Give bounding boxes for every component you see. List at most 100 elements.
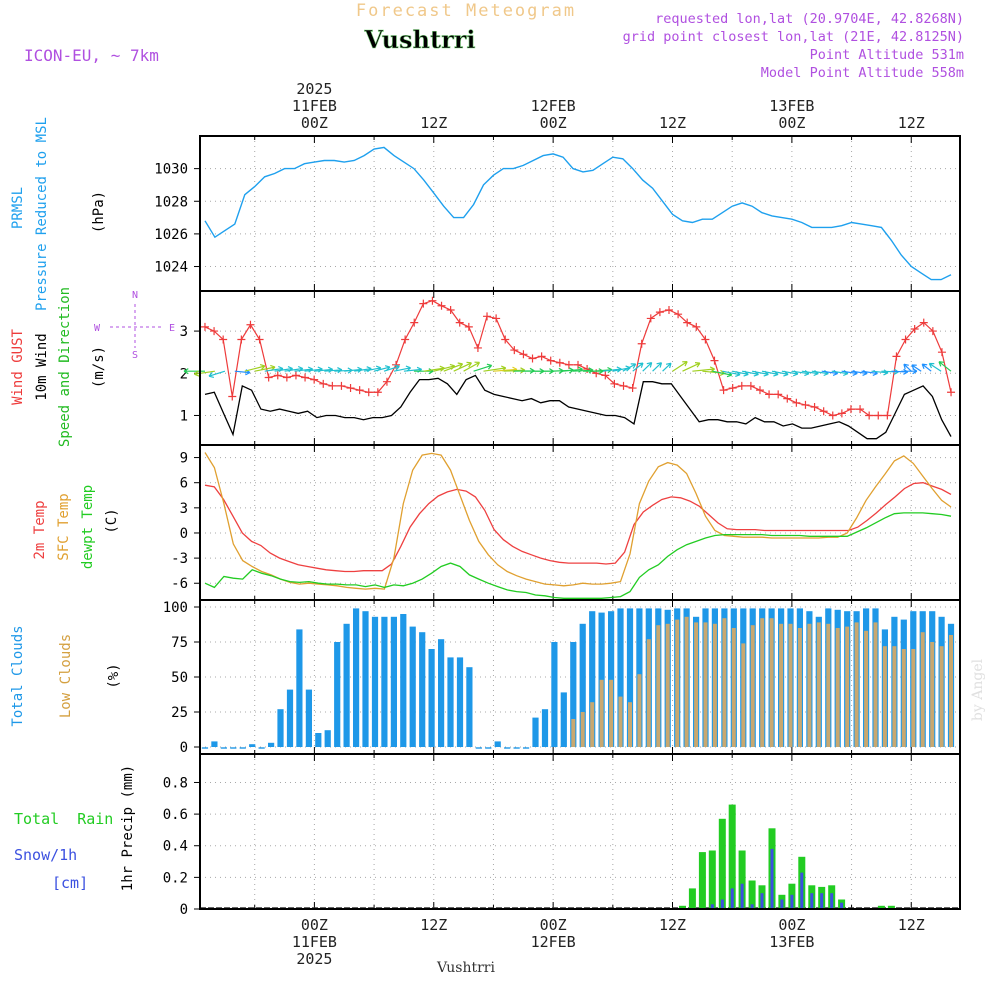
low-cloud-bar [845, 626, 850, 747]
clouds-ytick-label: 75 [171, 635, 188, 651]
wind-direction-arrow [672, 361, 688, 372]
snow-bars [710, 848, 844, 909]
wind-gust-point [710, 356, 719, 365]
wind-gust-point [601, 371, 610, 380]
low-cloud-bar [807, 623, 812, 747]
total-cloud-bar [447, 657, 454, 747]
precip-panel: 0 0.2 0.4 0.6 0.8 [163, 754, 960, 918]
wind-gust-line [204, 300, 952, 417]
bottom-time-label: 00Z [301, 916, 328, 934]
snow-bar [790, 894, 794, 909]
wind-direction-arrow [354, 366, 372, 373]
snow-bar [820, 893, 824, 909]
total-cloud-bar [456, 657, 464, 747]
wind-direction-arrow [903, 363, 912, 372]
snow-bar [800, 872, 804, 909]
wind-panel: 1 2 3 [180, 291, 960, 445]
wind-gust-point [774, 390, 783, 399]
bottom-time-label: 12Z [420, 916, 447, 934]
wind-direction-arrow [453, 361, 472, 372]
temp-2m-line [204, 482, 952, 573]
wind-gust-point [546, 356, 555, 365]
precip-ytick-label: 0.4 [163, 839, 188, 855]
temp-ytick-label: -6 [171, 576, 188, 592]
precip-ytick-label: 0.8 [163, 775, 188, 791]
wind-panel-labels: Wind GUST 10m Wind Speed and Direction (… [10, 287, 175, 447]
wind-direction-arrow [938, 361, 952, 372]
wind-direction-arrow [642, 362, 653, 372]
wind-gust-point [301, 373, 310, 382]
pressure-panel: 1024 1026 1028 1030 [154, 136, 960, 291]
top-time-label: 12FEB [531, 97, 576, 115]
low-cloud-bar [675, 619, 680, 747]
model-label: ICON-EU, ~ 7km [24, 46, 159, 65]
wind-gust-point [664, 305, 673, 314]
wind-direction-arrow [921, 363, 932, 372]
low-cloud-bar [637, 674, 642, 747]
wind-direction-arrow [652, 362, 663, 372]
rain-bar [877, 905, 885, 909]
wind-direction-arrow [463, 361, 481, 372]
total-cloud-bar [438, 639, 445, 747]
top-time-label: 12Z [659, 114, 686, 132]
clouds-ytick-label: 25 [171, 705, 188, 721]
wind-gust-point [464, 322, 473, 331]
wind-gust-point [328, 381, 337, 390]
total-cloud-bar [428, 649, 435, 747]
temp-ytick-label: 9 [180, 451, 188, 467]
rain-bar [748, 880, 756, 909]
snow-unit-label: [cm] [52, 874, 88, 892]
wind-gust-point [564, 360, 573, 369]
low-cloud-bar [920, 632, 925, 747]
total-cloud-bar [371, 616, 379, 747]
wind-gust-point [219, 335, 228, 344]
low-cloud-bar [646, 639, 651, 747]
wind-gust-point [419, 299, 428, 308]
low-cloud-bar [949, 635, 953, 747]
total-rain-label: Total Rain [14, 810, 113, 828]
rain-bar [708, 850, 716, 909]
low-cloud-bar [722, 618, 727, 747]
wind-gust-point [683, 318, 692, 327]
wind-gust-point [455, 318, 464, 327]
total-cloud-bar [570, 642, 577, 747]
total-cloud-bar [286, 689, 294, 747]
clouds-ytick-label: 0 [180, 740, 188, 756]
top-time-label: 11FEB [292, 97, 337, 115]
wind-gust-point [819, 407, 828, 416]
total-cloud-bar [551, 642, 558, 747]
temp-ytick-label: -3 [171, 551, 188, 567]
temp-sfc-label: SFC Temp [56, 493, 72, 560]
wind-direction-arrow [473, 363, 493, 372]
low-cloud-bar [769, 618, 774, 747]
wind-direction-arrow [244, 364, 266, 372]
total-cloud-bar [211, 741, 218, 747]
total-cloud-bar [409, 626, 416, 747]
snow-bar [840, 902, 844, 909]
pressure-unit: (hPa) [91, 191, 107, 233]
wind-gust-point [874, 411, 883, 420]
snow-bar [780, 899, 784, 909]
low-cloud-bar [930, 642, 935, 747]
wind-direction-arrow [928, 362, 942, 372]
wind-gust-point [337, 381, 346, 390]
wind-gust-point [755, 386, 764, 395]
wind-gust-point [701, 335, 710, 344]
clouds-ytick-label: 100 [163, 600, 188, 616]
total-cloud-bar [324, 730, 331, 747]
wind-gust-point [674, 310, 683, 319]
wind-gust-point [364, 388, 373, 397]
compass-e: E [169, 323, 175, 334]
snow-bar [720, 899, 724, 909]
total-cloud-bar [353, 608, 360, 747]
wind-gust-point [737, 381, 746, 390]
bottom-time-label: 12Z [659, 916, 686, 934]
wind-gust-point [428, 296, 437, 305]
low-cloud-bar [656, 625, 661, 747]
bottom-time-label: 12FEB [531, 933, 576, 951]
wind-gust-point [210, 327, 219, 336]
precip-panel-labels: Total Rain Snow/1h [cm] 1hr Precip (mm) [14, 765, 136, 892]
low-cloud-bar [835, 628, 840, 747]
